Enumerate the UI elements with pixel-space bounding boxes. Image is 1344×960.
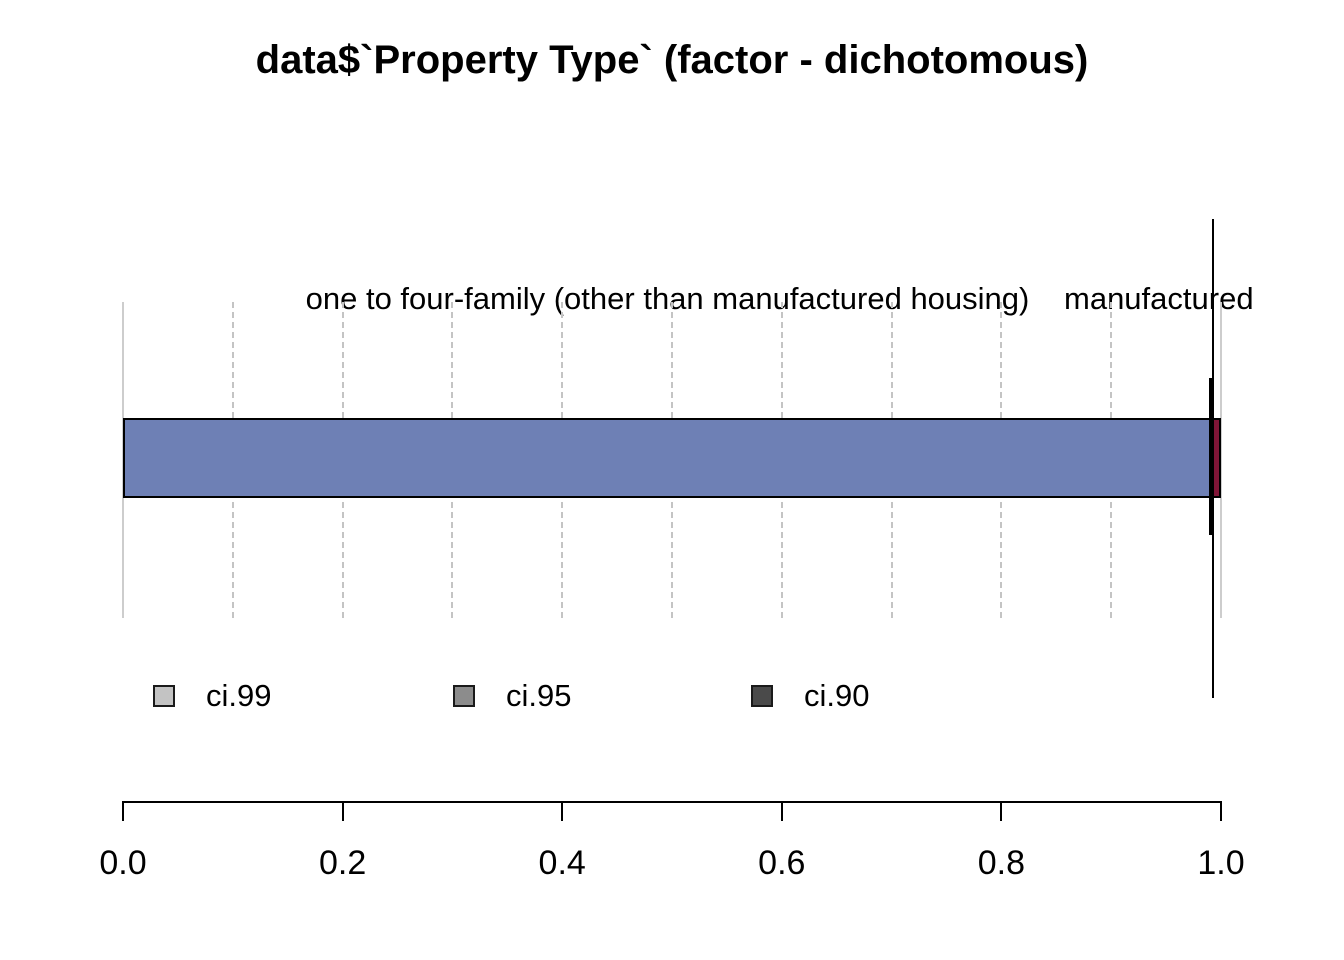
legend-label-ci90: ci.90 — [804, 678, 870, 713]
legend-item-ci95: ci.95 — [453, 678, 571, 713]
bar-segment-0 — [123, 418, 1213, 498]
x-axis-tick — [1220, 801, 1222, 821]
category-label-one-to-four-family: one to four-family (other than manufactu… — [305, 281, 1030, 316]
x-axis-tick — [122, 801, 124, 821]
ci-whisker-line — [1209, 378, 1212, 535]
x-axis-line — [123, 801, 1222, 803]
legend-label-ci99: ci.99 — [206, 678, 272, 713]
category-label-manufactured: manufactured — [1064, 281, 1254, 316]
x-axis-tick-label: 0.4 — [538, 844, 586, 882]
gridline — [1220, 302, 1222, 618]
chart-title: data$`Property Type` (factor - dichotomo… — [255, 38, 1089, 82]
legend-swatch-ci95-icon — [453, 685, 475, 707]
legend-swatch-ci99-icon — [153, 685, 175, 707]
legend-swatch-ci90-icon — [751, 685, 773, 707]
x-axis-tick-label: 0.0 — [99, 844, 147, 882]
x-axis-tick-label: 0.8 — [977, 844, 1026, 882]
legend-item-ci99: ci.99 — [153, 678, 271, 713]
x-axis-tick — [780, 801, 783, 821]
legend-item-ci90: ci.90 — [751, 678, 869, 713]
x-axis-tick — [341, 801, 344, 821]
x-axis-tick-label: 0.6 — [758, 844, 806, 882]
x-axis-tick-label: 1.0 — [1197, 844, 1245, 882]
x-axis-tick — [1000, 801, 1003, 821]
ci-whisker-line — [1211, 219, 1215, 698]
x-axis-tick-label: 0.2 — [318, 844, 367, 882]
legend-label-ci95: ci.95 — [506, 678, 572, 713]
x-axis-tick — [561, 801, 564, 821]
